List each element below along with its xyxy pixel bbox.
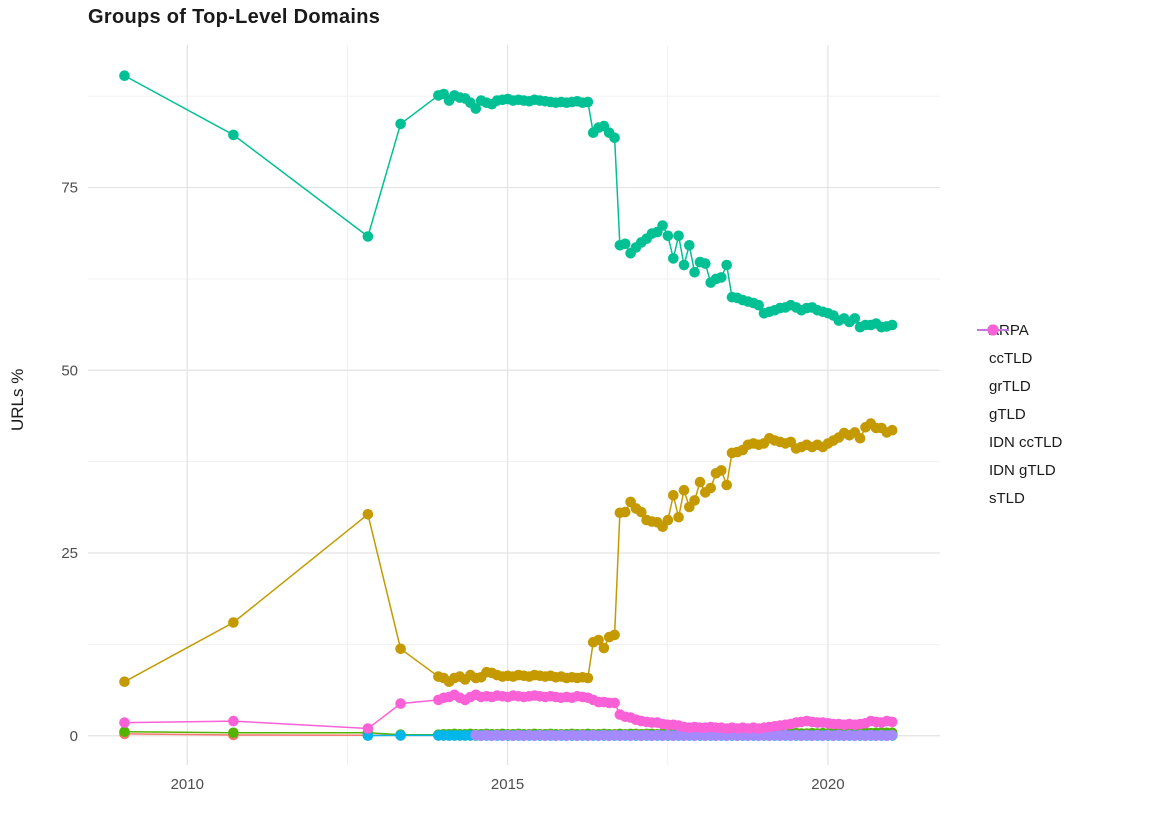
legend-label: grTLD xyxy=(989,378,1031,395)
legend-row-cctld: ccTLD xyxy=(975,324,1062,367)
svg-text:2020: 2020 xyxy=(811,776,844,793)
legend-label: IDN ccTLD xyxy=(989,434,1063,451)
chart-title: Groups of Top-Level Domains xyxy=(88,6,381,28)
legend-label: gTLD xyxy=(989,406,1026,423)
svg-text:75: 75 xyxy=(61,180,78,197)
series-idn-gtld xyxy=(470,729,898,742)
gridlines-major xyxy=(88,45,940,765)
legend-row-grtld: grTLD xyxy=(975,324,1062,395)
svg-text:0: 0 xyxy=(70,728,78,745)
svg-text:2015: 2015 xyxy=(491,776,524,793)
svg-text:50: 50 xyxy=(61,362,78,379)
y-axis-tick-labels: 0 25 50 75 xyxy=(61,180,78,745)
legend-row-idn-gtld: IDN gTLD xyxy=(975,324,1062,479)
legend-key-icon xyxy=(977,324,1009,336)
series-cctld xyxy=(119,418,898,687)
legend-label: ccTLD xyxy=(989,350,1033,367)
legend-row-idn-cctld: IDN ccTLD xyxy=(975,324,1063,451)
svg-text:2010: 2010 xyxy=(171,776,204,793)
legend-label: sTLD xyxy=(989,490,1025,507)
legend-row-stld: sTLD xyxy=(975,324,1062,507)
x-axis-tick-labels: 2010 2015 2020 xyxy=(171,776,845,793)
legend-row-gtld: gTLD xyxy=(975,324,1062,423)
series-gtld xyxy=(119,70,898,333)
legend: ARPA ccTLD grTLD gTLD IDN ccTLD IDN gTLD sTLD xyxy=(975,322,1062,507)
legend-label: IDN gTLD xyxy=(989,462,1056,479)
svg-text:25: 25 xyxy=(61,545,78,562)
series-layer xyxy=(119,70,898,742)
series-stld xyxy=(119,689,898,734)
gridlines-minor xyxy=(88,45,940,765)
